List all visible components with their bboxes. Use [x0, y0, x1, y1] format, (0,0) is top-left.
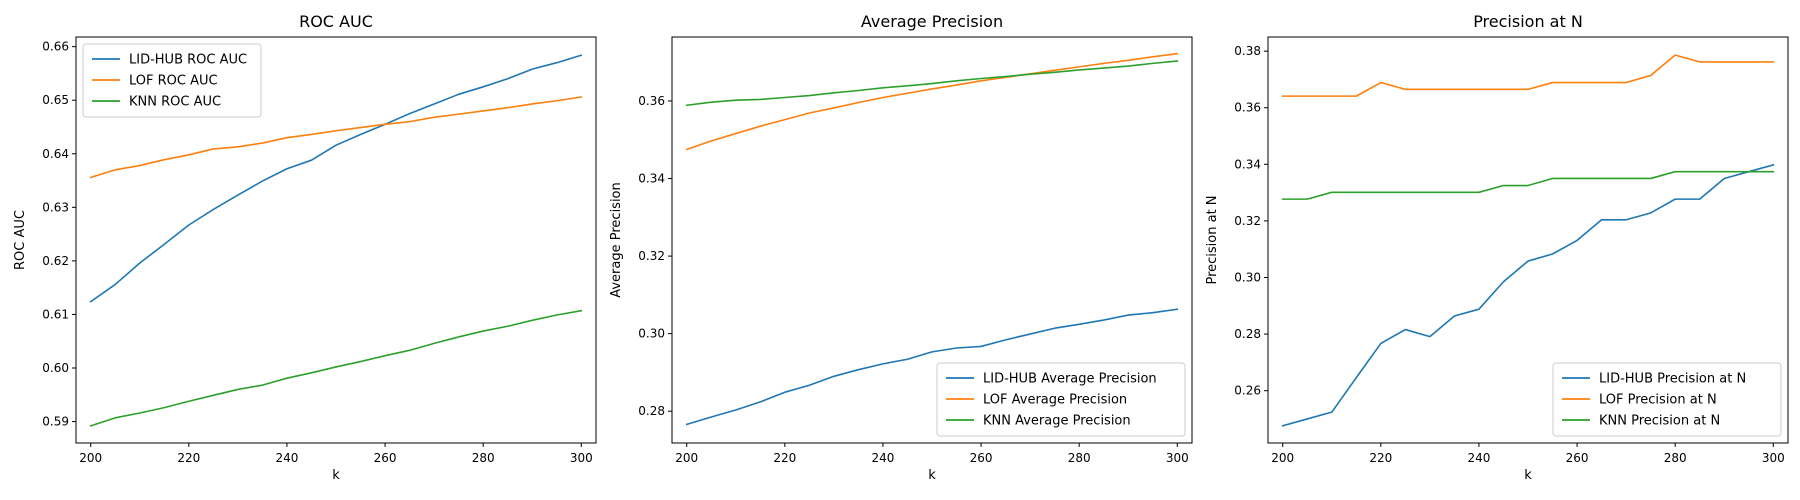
chart-panel-2: Average Precision 200 220 240 260 280 300 0.28 0…: [609, 12, 1193, 483]
y-tick-label: 0.32: [638, 249, 665, 263]
y-tick-label: 0.32: [1234, 214, 1261, 228]
chart-title: Precision at N: [1473, 12, 1583, 31]
plot-frame: [75, 36, 597, 444]
y-axis-label: ROC AUC: [13, 210, 28, 270]
y-tick-label: 0.63: [42, 200, 69, 214]
y-tick-label: 0.65: [42, 93, 69, 107]
y-tick-label: 0.36: [638, 94, 665, 108]
x-tick-label: 220: [1369, 451, 1392, 465]
y-tick-label: 0.30: [638, 327, 665, 341]
y-tick-label: 0.28: [1234, 327, 1261, 341]
x-tick-label: 240: [275, 451, 298, 465]
y-tick-label: 0.66: [42, 40, 69, 54]
x-tick-label: 260: [970, 451, 993, 465]
x-tick-label: 280: [1068, 451, 1091, 465]
x-tick-label: 220: [177, 451, 200, 465]
legend-entry: LOF Average Precision: [983, 393, 1127, 408]
plot-frame: [671, 36, 1193, 444]
x-tick-label: 300: [1166, 451, 1189, 465]
legend-entry: KNN ROC AUC: [129, 95, 221, 110]
x-tick-label: 200: [79, 451, 102, 465]
chart-panel-3: Precision at N 200 220 240 260 280 300 0.26 0.28…: [1205, 12, 1789, 483]
legend-entry: LID-HUB Precision at N: [1599, 372, 1746, 387]
y-tick-label: 0.60: [42, 361, 69, 375]
legend: LID-HUB Precision at N LOF Precision at N…: [1552, 362, 1782, 437]
x-tick-label: 240: [871, 451, 894, 465]
x-tick-label: 300: [1762, 451, 1785, 465]
series-line-3: [685, 60, 1179, 107]
y-tick-label: 0.36: [1234, 101, 1261, 115]
y-tick-label: 0.28: [638, 404, 665, 418]
legend: LID-HUB Average Precision LOF Average Pre…: [936, 362, 1186, 437]
chart-title: Average Precision: [861, 12, 1003, 31]
series-line-1: [1281, 163, 1775, 427]
y-axis-label: Average Precision: [609, 182, 624, 298]
legend-box: [82, 43, 262, 118]
series-line-2: [685, 52, 1179, 151]
y-tick-label: 0.34: [638, 172, 665, 186]
x-tick-label: 280: [1664, 451, 1687, 465]
series-line-1: [89, 54, 583, 303]
x-tick-label: 260: [1566, 451, 1589, 465]
legend-entry: LID-HUB Average Precision: [983, 372, 1157, 387]
chart-title: ROC AUC: [299, 12, 373, 31]
y-tick-label: 0.59: [42, 415, 69, 429]
y-tick-label: 0.26: [1234, 384, 1261, 398]
legend-entry: LOF ROC AUC: [129, 74, 218, 89]
series-line-2: [1281, 54, 1775, 97]
legend-entry: LID-HUB ROC AUC: [129, 53, 247, 68]
x-tick-label: 280: [472, 451, 495, 465]
y-tick-label: 0.34: [1234, 157, 1261, 171]
series-line-1: [685, 308, 1179, 426]
x-axis-label: k: [1524, 468, 1532, 483]
y-tick-label: 0.38: [1234, 44, 1261, 58]
x-tick-label: 240: [1467, 451, 1490, 465]
y-tick-label: 0.30: [1234, 270, 1261, 284]
legend-entry: KNN Precision at N: [1599, 414, 1720, 429]
legend-entry: LOF Precision at N: [1599, 393, 1717, 408]
y-axis-label: Precision at N: [1205, 195, 1220, 284]
y-tick-label: 0.62: [42, 254, 69, 268]
legend-entry: KNN Average Precision: [983, 414, 1131, 429]
y-tick-label: 0.64: [42, 147, 69, 161]
series-line-2: [89, 96, 583, 179]
x-tick-label: 200: [675, 451, 698, 465]
x-axis-label: k: [928, 468, 936, 483]
y-tick-label: 0.61: [42, 307, 69, 321]
legend: LID-HUB ROC AUC LOF ROC AUC KNN ROC AUC: [82, 43, 262, 118]
series-line-3: [89, 309, 583, 427]
series-line-3: [1281, 170, 1775, 200]
x-axis-label: k: [332, 468, 340, 483]
x-tick-label: 260: [374, 451, 397, 465]
x-tick-label: 300: [570, 451, 593, 465]
legend-box: [1552, 362, 1782, 437]
legend-box: [936, 362, 1186, 437]
x-tick-label: 200: [1271, 451, 1294, 465]
chart-panel-1: ROC AUC 200 220 240 260 280 300 0.59 0.60 0.61 0.6…: [13, 12, 597, 483]
x-tick-label: 220: [773, 451, 796, 465]
plot-frame: [1267, 36, 1789, 444]
